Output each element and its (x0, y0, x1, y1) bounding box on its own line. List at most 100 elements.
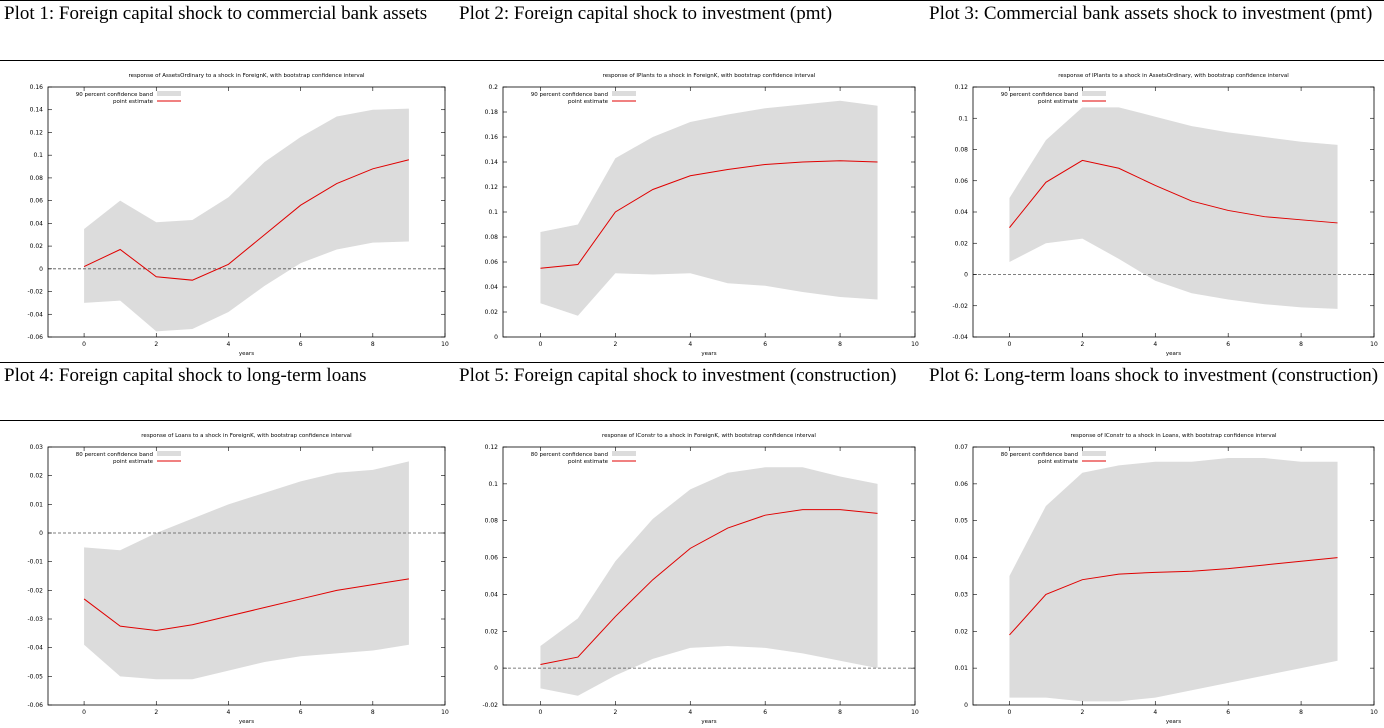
x-tick-label: 4 (227, 709, 231, 716)
y-tick-label: 0.05 (955, 518, 969, 525)
x-tick-label: 2 (1080, 341, 1084, 348)
y-tick-label: -0.05 (27, 673, 43, 680)
x-tick-label: 6 (763, 341, 767, 348)
chart: response of IPlants to a shock in Foreig… (485, 73, 919, 357)
y-tick-label: 0.01 (30, 501, 44, 508)
y-tick-label: 0.03 (955, 591, 969, 598)
legend-swatch (1082, 451, 1106, 456)
y-tick-label: 0.02 (30, 473, 44, 480)
x-tick-label: 10 (1370, 709, 1378, 716)
y-tick-label: 0.04 (955, 209, 969, 216)
y-tick-label: -0.03 (27, 616, 43, 623)
point-estimate-line (540, 509, 878, 665)
y-tick-label: 0.12 (30, 129, 44, 136)
x-axis-label: years (701, 351, 716, 357)
confidence-band (1009, 458, 1338, 702)
point-estimate-line (83, 578, 409, 631)
x-tick-label: 4 (227, 341, 231, 348)
y-tick-label: -0.04 (27, 311, 43, 318)
caption: Plot 2: Foreign capital shock to investm… (455, 1, 925, 61)
x-tick-label: 8 (838, 341, 842, 348)
x-axis-label: years (1166, 719, 1181, 725)
y-tick-label: 0.1 (488, 481, 498, 488)
chart: response of AssetsOrdinary to a shock in… (27, 73, 449, 357)
x-tick-label: 0 (539, 709, 543, 716)
x-tick-label: 10 (911, 709, 919, 716)
x-axis-label: years (239, 351, 254, 357)
y-tick-label: -0.06 (27, 334, 43, 341)
x-tick-label: 4 (1153, 709, 1157, 716)
legend-label: point estimate (568, 99, 609, 105)
y-tick-label: 0.16 (30, 84, 44, 91)
y-tick-label: 0.03 (30, 444, 44, 451)
caption: Plot 1: Foreign capital shock to commerc… (0, 1, 455, 61)
x-axis-label: years (701, 719, 716, 725)
y-tick-label: -0.02 (482, 702, 498, 709)
x-tick-label: 10 (1370, 341, 1378, 348)
y-tick-label: 0.02 (955, 628, 969, 635)
point-estimate-line (1009, 159, 1338, 228)
x-axis-label: years (239, 719, 254, 725)
point-estimate-line (83, 159, 410, 281)
x-tick-label: 8 (371, 709, 375, 716)
y-tick-label: -0.04 (952, 334, 968, 341)
legend-label: point estimate (568, 459, 609, 465)
plot-frame (47, 86, 446, 338)
legend-label: 90 percent confidence band (1001, 92, 1078, 98)
x-tick-label: 6 (299, 341, 303, 348)
y-tick-label: 0.02 (485, 628, 499, 635)
caption: Plot 6: Long-term loans shock to investm… (925, 363, 1384, 421)
y-tick-label: 0.08 (955, 147, 969, 154)
x-tick-label: 0 (539, 341, 543, 348)
y-tick-label: 0 (39, 266, 43, 273)
chart-title: response of IConstr to a shock in Loans,… (1070, 433, 1276, 439)
legend-swatch (157, 451, 181, 456)
plot-frame (47, 446, 446, 706)
x-tick-label: 8 (1299, 341, 1303, 348)
chart-title: response of IConstr to a shock in Foreig… (602, 433, 816, 439)
chart: response of IConstr to a shock in Foreig… (482, 433, 919, 725)
chart: response of IConstr to a shock in Loans,… (955, 433, 1378, 725)
x-tick-label: 8 (1299, 709, 1303, 716)
y-tick-label: 0.14 (30, 107, 44, 114)
x-tick-label: 6 (1226, 709, 1230, 716)
legend-label: point estimate (113, 459, 154, 465)
x-tick-label: 8 (838, 709, 842, 716)
chart: response of IPlants to a shock in Assets… (952, 73, 1378, 357)
y-tick-label: 0.2 (488, 84, 498, 91)
x-tick-label: 10 (911, 341, 919, 348)
x-tick-label: 6 (1226, 341, 1230, 348)
y-tick-label: 0.02 (955, 240, 969, 247)
legend-label: 90 percent confidence band (76, 92, 153, 98)
y-tick-label: 0.12 (485, 444, 499, 451)
x-tick-label: 4 (688, 341, 692, 348)
x-tick-label: 4 (1153, 341, 1157, 348)
x-tick-label: 8 (371, 341, 375, 348)
legend-label: 80 percent confidence band (1001, 452, 1078, 458)
legend-label: 90 percent confidence band (531, 92, 608, 98)
y-tick-label: 0.06 (955, 178, 969, 185)
legend-label: point estimate (113, 99, 154, 105)
x-tick-label: 0 (82, 709, 86, 716)
y-tick-label: 0 (964, 702, 968, 709)
y-tick-label: 0.1 (958, 115, 968, 122)
x-tick-label: 2 (1080, 709, 1084, 716)
y-tick-label: 0.06 (30, 198, 44, 205)
y-tick-label: -0.02 (27, 289, 43, 296)
y-tick-label: 0.04 (485, 284, 499, 291)
x-axis-label: years (1166, 351, 1181, 357)
legend-label: 80 percent confidence band (531, 452, 608, 458)
y-tick-label: -0.04 (27, 645, 43, 652)
point-estimate-line (1009, 557, 1338, 636)
y-tick-label: 0.08 (485, 234, 499, 241)
y-tick-label: 0.12 (485, 184, 499, 191)
x-tick-label: 2 (154, 341, 158, 348)
chart-title: response of IPlants to a shock in Foreig… (603, 73, 816, 79)
confidence-band (1009, 107, 1338, 309)
confidence-band (84, 108, 409, 332)
confidence-band (540, 467, 878, 696)
point-estimate-line (540, 160, 878, 269)
y-tick-label: -0.02 (27, 587, 43, 594)
y-tick-label: 0 (494, 334, 498, 341)
